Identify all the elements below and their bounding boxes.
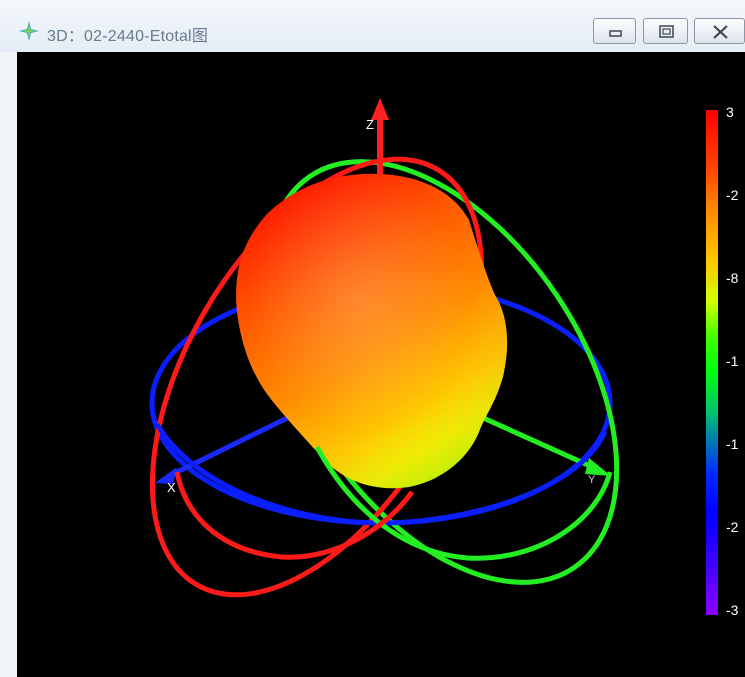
colorbar-label-5: -2: [726, 519, 739, 535]
window-title: 3D：02-2440-Etotal图: [47, 28, 209, 45]
colorbar-label-6: -3: [726, 602, 739, 618]
colorbar-label-1: -2: [726, 187, 739, 203]
close-button[interactable]: [694, 18, 745, 44]
app-icon: [19, 21, 39, 41]
surface-shading: [236, 173, 508, 489]
y-axis-arrow: [585, 458, 611, 476]
title-bar[interactable]: 3D：02-2440-Etotal图: [0, 0, 745, 52]
colorbar-label-2: -8: [726, 270, 739, 286]
window-left-border: [0, 52, 17, 677]
y-axis-label: Y: [588, 474, 596, 486]
3d-viewport[interactable]: Z X Y 3 -2 -8 -1 -1 -2 -3: [17, 52, 745, 677]
z-axis-label: Z: [366, 117, 374, 132]
colorbar-label-4: -1: [726, 436, 739, 452]
minimize-icon: [609, 30, 622, 37]
z-axis-arrow: [371, 98, 389, 120]
radiation-pattern-scene[interactable]: Z X Y: [17, 52, 745, 677]
x-axis-arrow: [155, 467, 177, 484]
x-axis-label: X: [167, 480, 176, 495]
close-icon: [713, 25, 728, 39]
xz-ring-front: [174, 471, 415, 560]
yz-ring-front: [314, 445, 613, 561]
color-scale-bar: [706, 110, 718, 615]
minimize-button[interactable]: [593, 18, 636, 44]
colorbar-label-3: -1: [726, 353, 739, 369]
colorbar-label-0: 3: [726, 104, 734, 120]
maximize-icon: [659, 25, 674, 38]
maximize-button[interactable]: [643, 18, 688, 44]
